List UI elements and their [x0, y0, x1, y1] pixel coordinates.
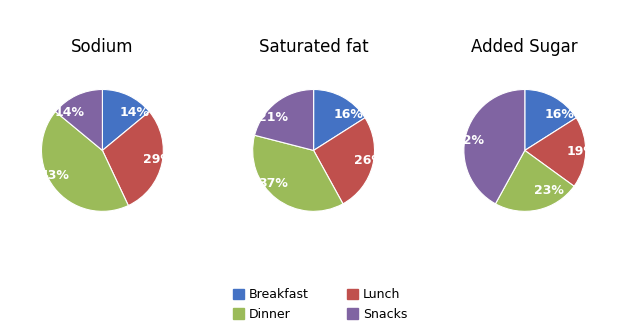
- Wedge shape: [253, 135, 343, 211]
- Text: 26%: 26%: [354, 154, 383, 167]
- Wedge shape: [102, 112, 163, 206]
- Wedge shape: [525, 90, 576, 150]
- Wedge shape: [495, 150, 574, 211]
- Text: 42%: 42%: [454, 134, 484, 146]
- Text: 16%: 16%: [545, 108, 575, 121]
- Title: Sodium: Sodium: [71, 39, 134, 57]
- Wedge shape: [464, 90, 525, 204]
- Text: 16%: 16%: [333, 108, 364, 121]
- Text: 37%: 37%: [259, 177, 288, 190]
- Legend: Breakfast, Dinner, Lunch, Snacks: Breakfast, Dinner, Lunch, Snacks: [233, 288, 407, 321]
- Text: 14%: 14%: [55, 106, 84, 119]
- Wedge shape: [255, 90, 314, 150]
- Text: 29%: 29%: [143, 153, 173, 166]
- Wedge shape: [525, 118, 586, 186]
- Title: Added Sugar: Added Sugar: [472, 39, 578, 57]
- Wedge shape: [314, 118, 374, 204]
- Text: 14%: 14%: [120, 106, 150, 119]
- Text: 43%: 43%: [40, 169, 70, 182]
- Text: 21%: 21%: [258, 111, 288, 124]
- Title: Saturated fat: Saturated fat: [259, 39, 369, 57]
- Text: 23%: 23%: [534, 184, 564, 198]
- Wedge shape: [42, 112, 129, 211]
- Wedge shape: [56, 90, 102, 150]
- Wedge shape: [314, 90, 365, 150]
- Text: 19%: 19%: [566, 145, 596, 158]
- Wedge shape: [102, 90, 149, 150]
